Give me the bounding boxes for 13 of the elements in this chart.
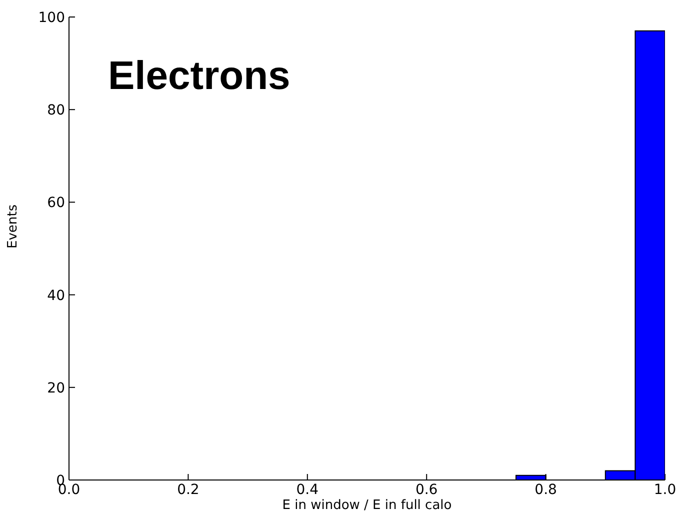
y-tick-label: 40 (47, 288, 65, 304)
x-tick-label: 0.6 (415, 482, 438, 498)
y-axis-title: Events (6, 204, 21, 248)
y-tick-label: 80 (47, 102, 65, 119)
x-tick-label: 1.0 (654, 482, 676, 498)
x-tick-label: 0.8 (534, 482, 557, 498)
y-tick-label: 20 (47, 380, 65, 396)
y-tick-label: 60 (47, 195, 65, 212)
x-tick-label: 0.2 (177, 482, 200, 498)
y-tick-label: 100 (38, 10, 65, 26)
annotation: Electrons (108, 54, 290, 99)
x-axis-title: E in window / E in full calo (282, 498, 452, 513)
x-tick-label: 0.4 (296, 482, 319, 498)
